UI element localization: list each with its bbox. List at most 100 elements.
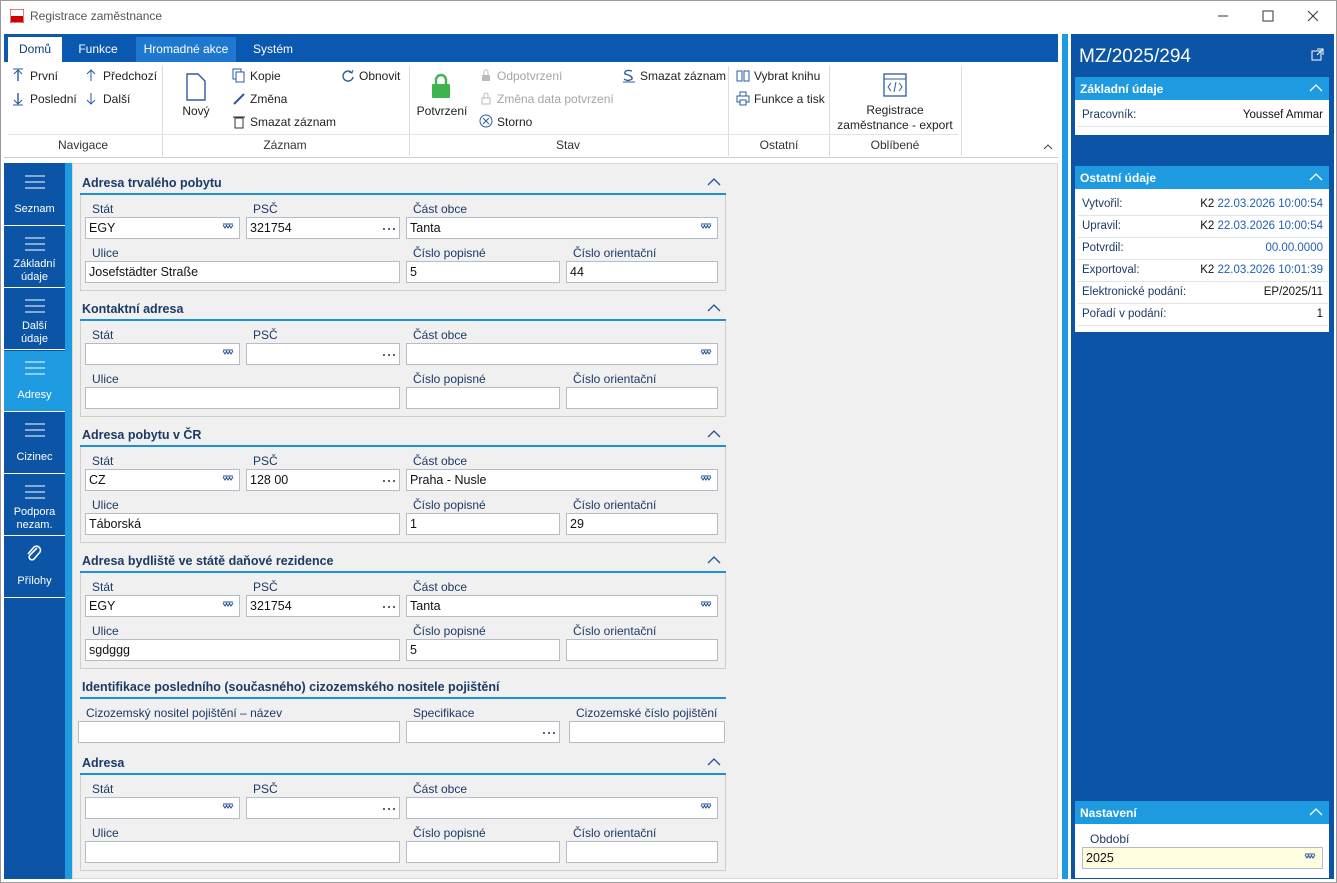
- sidebar-label[interactable]: Podpora nezam.: [13, 506, 56, 531]
- ribbon-button[interactable]: Odpotvrzení: [497, 69, 563, 83]
- sidebar-tab: [4, 289, 65, 350]
- field-label: Ulice: [92, 498, 119, 512]
- text-input[interactable]: Táborská: [85, 513, 400, 535]
- ribbon-tab[interactable]: Domů: [8, 37, 62, 62]
- ribbon-button[interactable]: Změna: [250, 92, 288, 106]
- sidebar-label-wrap: Podpora nezam.: [4, 503, 65, 535]
- sidebar-label-wrap: Další údaje: [4, 317, 65, 349]
- field-label: Číslo popisné: [413, 624, 486, 638]
- collapse-chevron[interactable]: [707, 430, 721, 439]
- text-input[interactable]: [406, 841, 560, 863]
- sidebar-label[interactable]: Adresy: [17, 388, 52, 401]
- row-label: Upravil:: [1082, 220, 1121, 232]
- text-input[interactable]: [406, 387, 560, 409]
- collapse-chevron[interactable]: [707, 178, 721, 187]
- field-label: Část obce: [413, 328, 468, 342]
- text-input[interactable]: EGY: [85, 217, 240, 239]
- field-label: Část obce: [413, 454, 468, 468]
- text-input[interactable]: Tanta: [406, 217, 718, 239]
- text-input[interactable]: [85, 841, 400, 863]
- text-input[interactable]: 5: [406, 261, 560, 283]
- ribbon-button[interactable]: Registrace zaměstnance - export: [837, 103, 953, 132]
- ribbon-group-label: Ostatní: [759, 138, 799, 152]
- sidebar-label[interactable]: Přílohy: [17, 574, 52, 587]
- ribbon-button[interactable]: První: [30, 69, 59, 83]
- text-input[interactable]: 321754: [246, 217, 400, 239]
- record-number: MZ/2025/294: [1079, 46, 1191, 67]
- sidebar-icon: [25, 485, 45, 499]
- ribbon-button[interactable]: Smazat záznam: [250, 115, 337, 129]
- section-rule: [80, 773, 726, 775]
- text-input[interactable]: Josefstädter Straße: [85, 261, 400, 283]
- text-input[interactable]: EGY: [85, 595, 240, 617]
- ribbon-button[interactable]: Poslední: [30, 92, 77, 106]
- text-input[interactable]: [406, 721, 560, 743]
- text-input[interactable]: 44: [566, 261, 718, 283]
- field-label: Stát: [92, 580, 114, 594]
- text-input[interactable]: [85, 797, 240, 819]
- text-input[interactable]: [246, 343, 400, 365]
- side-panel: [1071, 34, 1334, 879]
- ribbon-tab[interactable]: Funkce: [78, 42, 118, 56]
- text-input[interactable]: Tanta: [406, 595, 718, 617]
- text-input[interactable]: [246, 797, 400, 819]
- ribbon-button[interactable]: Obnovit: [359, 69, 401, 83]
- sidebar-tab: [4, 351, 65, 412]
- text-input[interactable]: sgdggg: [85, 639, 400, 661]
- row-value: 00.00.0000: [1265, 240, 1323, 256]
- ribbon-button[interactable]: Potvrzení: [416, 104, 468, 118]
- section-box: [80, 447, 726, 543]
- section-title: Adresa bydliště ve státě daňové rezidenc…: [82, 554, 334, 568]
- text-input[interactable]: [406, 797, 718, 819]
- collapse-chevron[interactable]: [707, 556, 721, 565]
- collapse-chevron[interactable]: [707, 304, 721, 313]
- text-input[interactable]: [406, 343, 718, 365]
- text-input[interactable]: [566, 841, 718, 863]
- sidebar-label[interactable]: Seznam: [14, 202, 55, 215]
- ribbon-tab[interactable]: Systém: [252, 42, 293, 56]
- text-input[interactable]: 128 00: [246, 469, 400, 491]
- text-input[interactable]: 5: [406, 639, 560, 661]
- ribbon-button[interactable]: Další: [103, 92, 131, 106]
- text-input[interactable]: 1: [406, 513, 560, 535]
- text-input[interactable]: [78, 721, 400, 743]
- text-input[interactable]: [85, 387, 400, 409]
- sidebar-tab: [4, 165, 65, 226]
- ribbon-button[interactable]: Vybrat knihu: [754, 69, 821, 83]
- text-input[interactable]: [566, 639, 718, 661]
- section-title: Adresa trvalého pobytu: [82, 176, 222, 190]
- text-input[interactable]: [566, 387, 718, 409]
- sidebar-label-wrap: Adresy: [4, 379, 65, 411]
- field-label: Ulice: [92, 624, 119, 638]
- ribbon-icon: [86, 93, 96, 105]
- sidebar-label-wrap: Seznam: [4, 193, 65, 225]
- ribbon-button[interactable]: Funkce a tisk: [754, 92, 825, 106]
- ribbon-tab[interactable]: Hromadné akce: [136, 37, 236, 62]
- text-input[interactable]: [569, 721, 725, 743]
- sidebar-tab: [4, 537, 65, 598]
- collapse-chevron[interactable]: [707, 758, 721, 767]
- text-input[interactable]: 321754: [246, 595, 400, 617]
- ribbon-button[interactable]: Nový: [182, 104, 210, 118]
- sidebar-label[interactable]: Cizinec: [16, 450, 53, 463]
- ribbon-button[interactable]: Kopie: [250, 69, 281, 83]
- ribbon-button[interactable]: Storno: [497, 115, 533, 129]
- sidebar-icon: [25, 237, 45, 251]
- section-rule: [80, 571, 726, 573]
- ribbon-button[interactable]: Smazat záznam: [640, 69, 727, 83]
- period-input[interactable]: 2025: [1082, 847, 1323, 869]
- text-input[interactable]: [85, 343, 240, 365]
- ribbon-button[interactable]: Změna data potvrzení: [497, 92, 614, 106]
- group-separator: [409, 66, 410, 156]
- sidebar-label[interactable]: Základní údaje: [13, 258, 56, 283]
- panel-header: [1075, 166, 1329, 189]
- panel-body: [1075, 100, 1329, 135]
- text-input[interactable]: CZ: [85, 469, 240, 491]
- sidebar-icon: [25, 423, 45, 437]
- sidebar-label[interactable]: Další údaje: [21, 320, 48, 345]
- text-input[interactable]: 29: [566, 513, 718, 535]
- field-label: Číslo orientační: [573, 372, 657, 386]
- sidebar-label-wrap: Cizinec: [4, 441, 65, 473]
- text-input[interactable]: Praha - Nusle: [406, 469, 718, 491]
- ribbon-button[interactable]: Předchozí: [103, 69, 158, 83]
